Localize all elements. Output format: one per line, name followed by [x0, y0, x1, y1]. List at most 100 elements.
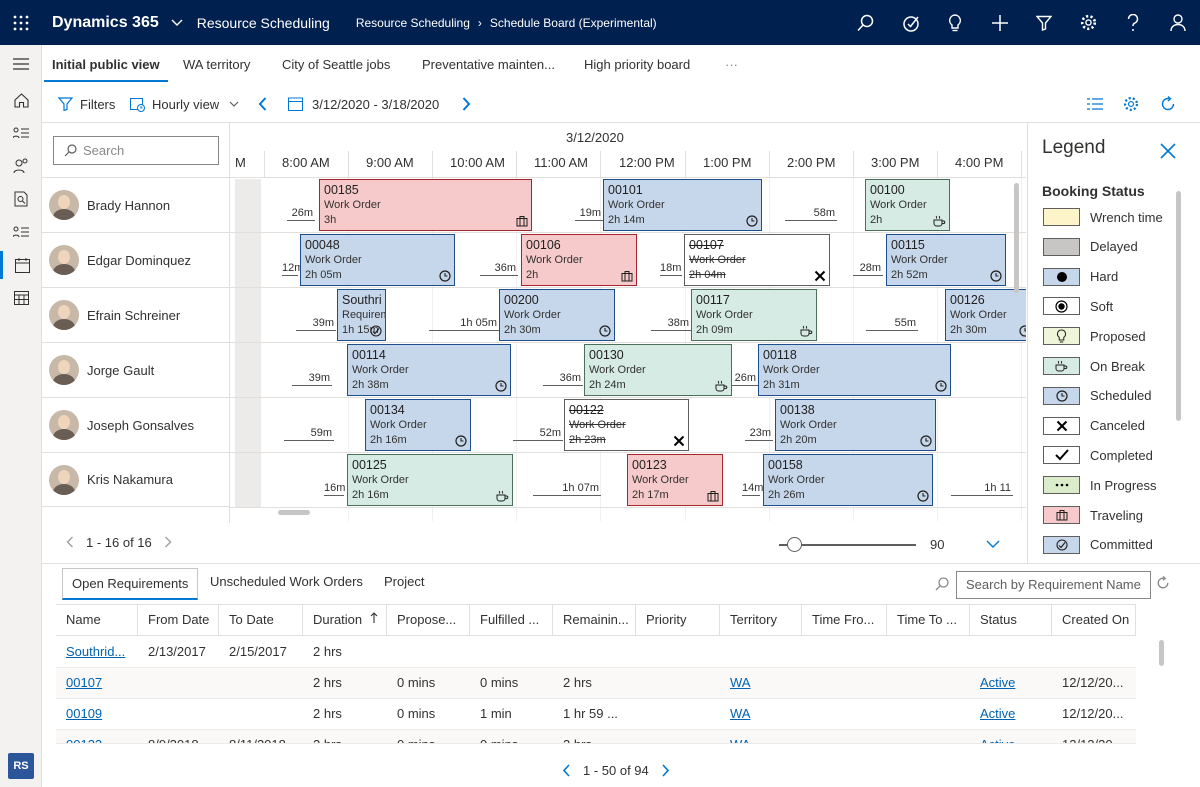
lightbulb-icon[interactable] [933, 0, 978, 45]
column-header[interactable]: To Date [219, 605, 303, 635]
booking-card[interactable]: 00126 Work Order 2h 30m [945, 289, 1026, 341]
booking-card[interactable]: 00115 Work Order 2h 52m [886, 234, 1006, 286]
booking-card[interactable]: 00122 Work Order 2h 23m [564, 399, 689, 451]
table-cell-link[interactable]: Active [980, 675, 1016, 690]
people-icon[interactable] [0, 152, 42, 180]
help-icon[interactable] [1111, 0, 1156, 45]
booking-card[interactable]: 00138 Work Order 2h 20m [775, 399, 936, 451]
previous-range-button[interactable] [258, 85, 267, 123]
table-cell-link[interactable]: WA [730, 675, 751, 690]
filter-icon[interactable] [1022, 0, 1067, 45]
zoom-slider-track[interactable] [779, 544, 916, 546]
booking-card[interactable]: 00048 Work Order 2h 05m [300, 234, 455, 286]
tab-preventative-maintenance[interactable]: Preventative mainten... [422, 57, 555, 72]
chevron-right-icon[interactable] [661, 763, 670, 777]
resource-row[interactable]: Efrain Schreiner [42, 287, 230, 342]
column-header[interactable]: Status [970, 605, 1052, 635]
booking-card[interactable]: 00130 Work Order 2h 24m [584, 344, 732, 396]
hamburger-icon[interactable] [0, 50, 42, 78]
booking-card[interactable]: 00114 Work Order 2h 38m [347, 344, 511, 396]
zoom-slider-thumb[interactable] [787, 537, 802, 552]
document-search-icon[interactable] [0, 185, 42, 213]
table-cell-link[interactable]: Active [970, 730, 1052, 743]
board-settings-button[interactable] [1123, 85, 1139, 123]
table-cell-link[interactable]: Active [980, 706, 1016, 721]
board-horizontal-scrollbar[interactable] [278, 510, 310, 515]
refresh-icon[interactable] [1156, 575, 1170, 593]
requirement-search-input[interactable]: Search by Requirement Name [956, 571, 1151, 599]
column-header[interactable]: Fulfilled ... [470, 605, 553, 635]
booking-card[interactable]: 00200 Work Order 2h 30m [499, 289, 615, 341]
calendar-icon[interactable] [0, 251, 42, 279]
resource-search-input[interactable]: Search [53, 136, 219, 165]
booking-card[interactable]: 00100 Work Order 2h [865, 179, 950, 231]
list-view-button[interactable] [1087, 85, 1103, 123]
list-icon[interactable] [0, 119, 42, 147]
task-icon[interactable] [889, 0, 934, 45]
area-switcher-badge[interactable]: RS [8, 753, 34, 779]
view-mode-dropdown[interactable]: Hourly view [130, 85, 239, 123]
board-vertical-scrollbar[interactable] [1014, 183, 1019, 293]
column-header[interactable]: Time Fro... [802, 605, 887, 635]
table-scrollbar[interactable] [1159, 640, 1164, 666]
breadcrumb-item[interactable]: Resource Scheduling [355, 15, 470, 30]
plus-icon[interactable] [978, 0, 1023, 45]
table-cell-link[interactable]: 00122 [56, 730, 138, 743]
tab-high-priority-board[interactable]: High priority board [584, 57, 691, 72]
chevron-right-icon[interactable] [164, 536, 172, 548]
chevron-down-icon[interactable] [986, 536, 1000, 551]
resource-row[interactable]: Joseph Gonsalves [42, 397, 230, 452]
column-header[interactable]: Remainin... [553, 605, 636, 635]
booking-card[interactable]: 00158 Work Order 2h 26m [763, 454, 933, 506]
resource-row[interactable]: Jorge Gault [42, 342, 230, 397]
booking-card[interactable]: 00106 Work Order 2h [521, 234, 637, 286]
next-range-button[interactable] [462, 85, 471, 123]
brand-title[interactable]: Dynamics 365 [52, 13, 159, 31]
calendar-grid-icon[interactable] [0, 283, 42, 311]
chevron-left-icon[interactable] [66, 536, 74, 548]
more-tabs-button[interactable]: ··· [725, 57, 738, 72]
booking-card[interactable]: 00117 Work Order 2h 09m [691, 289, 817, 341]
tab-initial-public-view[interactable]: Initial public view [44, 45, 168, 85]
close-icon[interactable] [1160, 143, 1176, 162]
table-cell-link[interactable]: 00109 [66, 706, 103, 721]
app-launcher-icon[interactable] [0, 0, 42, 45]
booking-card[interactable]: 00107 Work Order 2h 04m [684, 234, 830, 286]
table-row[interactable]: 00109 2 hrs 0 mins 1 min 1 hr 59 ... WA Active… [56, 699, 1136, 730]
user-icon[interactable] [1156, 0, 1200, 45]
column-header[interactable]: From Date [138, 605, 219, 635]
column-header[interactable]: Duration [303, 605, 387, 635]
search-icon[interactable] [844, 0, 889, 45]
legend-scrollbar[interactable] [1176, 191, 1181, 421]
table-row[interactable]: Southrid... 2/13/2017 2/15/2017 2 hrs [56, 637, 1136, 668]
app-name[interactable]: Resource Scheduling [196, 14, 330, 31]
booking-card[interactable]: 00101 Work Order 2h 14m [603, 179, 762, 231]
resource-row[interactable]: Brady Hannon [42, 177, 230, 232]
table-row[interactable]: 00107 2 hrs 0 mins 0 mins 2 hrs WA Active 12/12… [56, 668, 1136, 699]
column-header[interactable]: Territory [720, 605, 802, 635]
column-header[interactable]: Priority [636, 605, 720, 635]
gear-icon[interactable] [1067, 0, 1112, 45]
column-header[interactable]: Name [56, 605, 138, 635]
column-header[interactable]: Propose... [387, 605, 470, 635]
table-cell-link[interactable]: Southrid... [66, 644, 126, 659]
resource-row[interactable]: Edgar Dominquez [42, 232, 230, 287]
filters-button[interactable]: Filters [58, 85, 115, 123]
chevron-down-icon[interactable] [171, 15, 183, 30]
chevron-left-icon[interactable] [562, 763, 571, 777]
contacts-icon[interactable] [0, 218, 42, 246]
date-range-picker[interactable]: 3/12/2020 - 3/18/2020 [288, 85, 439, 123]
booking-card[interactable]: 00134 Work Order 2h 16m [365, 399, 471, 451]
tab-wa-territory[interactable]: WA territory [183, 57, 251, 72]
table-cell-link[interactable]: 00107 [66, 675, 103, 690]
home-icon[interactable] [0, 86, 42, 114]
tab-unscheduled-work-orders[interactable]: Unscheduled Work Orders [210, 574, 363, 589]
refresh-button[interactable] [1160, 85, 1176, 123]
tab-project[interactable]: Project [384, 574, 425, 589]
booking-card[interactable]: 00123 Work Order 2h 17m [627, 454, 723, 506]
column-header[interactable]: Created On [1052, 605, 1136, 635]
booking-card[interactable]: 00118 Work Order 2h 31m [758, 344, 951, 396]
resource-row[interactable]: Kris Nakamura [42, 452, 230, 507]
table-cell-link[interactable]: WA [730, 706, 751, 721]
